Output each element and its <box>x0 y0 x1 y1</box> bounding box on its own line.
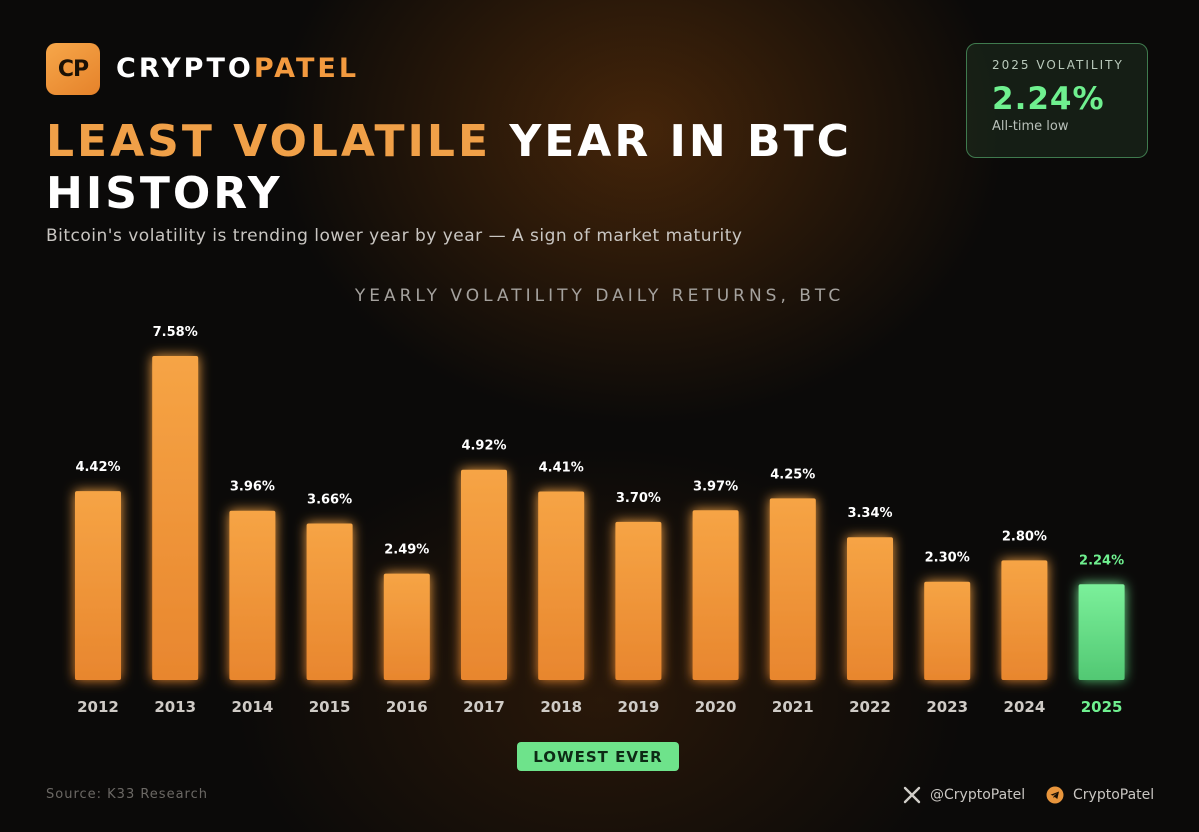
x-handle-text: @CryptoPatel <box>930 787 1026 803</box>
bar-2020 <box>692 510 739 680</box>
volatility-stat-card: 2025 VOLATILITY 2.24% All-time low <box>966 43 1148 158</box>
source-credit: Source: K33 Research <box>46 787 208 802</box>
x-tick-2018: 2018 <box>540 698 582 716</box>
x-tick-2023: 2023 <box>926 698 968 716</box>
value-label-2013: 7.58% <box>153 325 198 340</box>
bar-2016 <box>383 573 430 680</box>
title-rest: YEAR IN BTC HISTORY <box>46 116 852 219</box>
x-handle-link[interactable]: @CryptoPatel <box>903 786 1025 804</box>
bar-2024 <box>1001 560 1048 680</box>
x-tick-2017: 2017 <box>463 698 505 716</box>
chart-title: YEARLY VOLATILITY DAILY RETURNS, BTC <box>354 286 845 306</box>
page-subtitle: Bitcoin's volatility is trending lower y… <box>46 226 743 246</box>
value-label-2014: 3.96% <box>230 480 275 495</box>
bar-2015 <box>306 523 353 680</box>
x-tick-2024: 2024 <box>1004 698 1046 716</box>
x-tick-2019: 2019 <box>618 698 660 716</box>
telegram-icon <box>1046 786 1064 804</box>
value-label-2023: 2.30% <box>925 551 970 566</box>
bar-2014 <box>229 510 276 680</box>
value-label-2025: 2.24% <box>1079 553 1124 568</box>
value-label-2018: 4.41% <box>539 460 584 475</box>
bar-2021 <box>769 498 816 680</box>
value-label-2024: 2.80% <box>1002 529 1047 544</box>
telegram-link[interactable]: CryptoPatel <box>1046 786 1154 804</box>
x-tick-2020: 2020 <box>695 698 737 716</box>
stat-note: All-time low <box>992 119 1069 134</box>
bar-2025 <box>1078 584 1125 680</box>
telegram-text: CryptoPatel <box>1073 787 1155 803</box>
value-label-2021: 4.25% <box>770 467 815 482</box>
x-tick-2012: 2012 <box>77 698 119 716</box>
brand-name-part2: PATEL <box>253 53 360 84</box>
bar-2013 <box>152 356 199 680</box>
x-tick-2015: 2015 <box>309 698 351 716</box>
value-label-2015: 3.66% <box>307 493 352 508</box>
bar-2019 <box>615 521 662 680</box>
value-label-2012: 4.42% <box>75 460 120 475</box>
x-tick-2021: 2021 <box>772 698 814 716</box>
bar-2012 <box>75 491 121 680</box>
x-tick-2013: 2013 <box>154 698 196 716</box>
value-label-2022: 3.34% <box>847 506 892 521</box>
lowest-ever-badge: LOWEST EVER <box>517 742 679 771</box>
title-highlight: LEAST VOLATILE <box>46 116 492 167</box>
bar-2017 <box>461 469 507 680</box>
x-tick-2016: 2016 <box>386 698 428 716</box>
value-label-2020: 3.97% <box>693 479 738 494</box>
x-tick-2025: 2025 <box>1081 698 1123 716</box>
bar-2022 <box>847 537 893 680</box>
x-tick-2014: 2014 <box>232 698 274 716</box>
brand-name-part1: CRYPTO <box>116 53 254 84</box>
stat-label: 2025 VOLATILITY <box>992 58 1124 72</box>
page-title: LEAST VOLATILE YEAR IN BTC HISTORY <box>46 116 946 220</box>
value-label-2016: 2.49% <box>384 543 429 558</box>
x-tick-2022: 2022 <box>849 698 891 716</box>
value-label-2017: 4.92% <box>461 439 506 454</box>
brand-logo: CP <box>46 43 100 95</box>
bar-2018 <box>538 491 585 680</box>
x-logo-icon <box>903 786 921 804</box>
stat-value: 2.24% <box>992 81 1105 117</box>
brand-name: CRYPTOPATEL <box>116 53 359 84</box>
bar-2023 <box>924 581 971 680</box>
value-label-2019: 3.70% <box>616 491 661 506</box>
